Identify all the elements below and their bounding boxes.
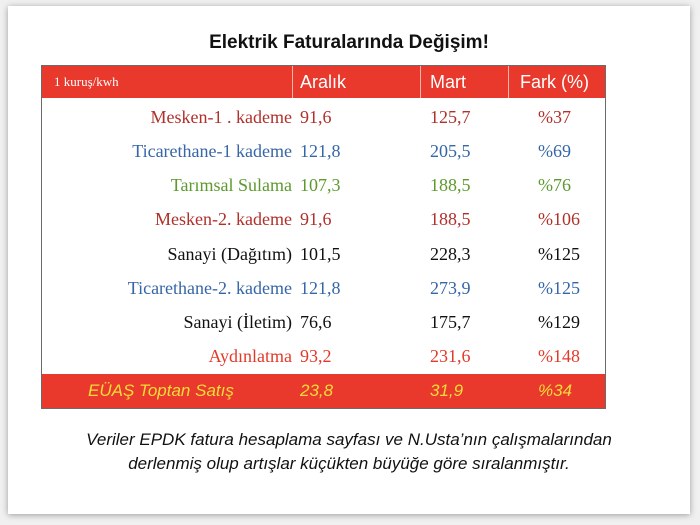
row-name: Sanayi (İletim)	[183, 312, 292, 332]
slide: Elektrik Faturalarında Değişim! 1 kuruş/…	[8, 6, 690, 514]
col-header-mart: Mart	[430, 71, 466, 92]
row-name: Mesken-2. kademe	[155, 209, 292, 230]
row-fark-value: %129	[538, 312, 580, 332]
table-row: Sanayi (Dağıtım) 101,5 228,3 %125	[42, 237, 605, 271]
page-title: Elektrik Faturalarında Değişim!	[209, 32, 489, 53]
row-mart-value: 228,3	[430, 243, 471, 264]
row-aralik-value: 76,6	[300, 312, 332, 332]
col-header-aralik: Aralık	[300, 71, 347, 92]
header-divider	[508, 66, 509, 98]
table-row: Sanayi (İletim) 76,6 175,7 %129	[42, 306, 605, 340]
table-row: Ticarethane-1 kademe 121,8 205,5 %69	[42, 134, 605, 168]
footer-mart: 31,9	[430, 381, 464, 400]
row-fark-value: %106	[538, 209, 580, 230]
row-mart-value: 188,5	[430, 209, 471, 230]
row-aralik-value: 121,8	[300, 140, 341, 161]
table-footer-row: EÜAŞ Toptan Satış 23,8 31,9 %34	[42, 374, 605, 408]
table-row: Aydınlatma 93,2 231,6 %148	[42, 340, 605, 374]
table-row: Mesken-1 . kademe 91,6 125,7 %37	[42, 100, 605, 134]
row-mart-value: 205,5	[430, 140, 471, 161]
row-fark-value: %69	[538, 140, 571, 161]
table-row: Mesken-2. kademe 91,6 188,5 %106	[42, 203, 605, 237]
row-aralik-value: 91,6	[300, 209, 332, 230]
row-name: Mesken-1 . kademe	[150, 106, 292, 127]
unit-label: 1 kuruş/kwh	[54, 74, 119, 89]
row-fark-value: %148	[538, 346, 580, 367]
row-name: Aydınlatma	[208, 346, 292, 367]
tariff-table: 1 kuruş/kwh Aralık Mart Fark (%) Mesken-…	[41, 65, 606, 409]
row-aralik-value: 107,3	[300, 175, 341, 195]
row-mart-value: 188,5	[430, 175, 471, 195]
row-fark-value: %76	[538, 175, 571, 195]
row-mart-value: 273,9	[430, 277, 471, 298]
header-divider	[292, 66, 293, 98]
row-aralik-value: 101,5	[300, 243, 341, 264]
row-aralik-value: 91,6	[300, 106, 332, 127]
row-name: Ticarethane-2. kademe	[127, 277, 292, 298]
row-mart-value: 231,6	[430, 346, 471, 367]
header-divider	[420, 66, 421, 98]
row-fark-value: %37	[538, 106, 571, 127]
row-aralik-value: 121,8	[300, 277, 341, 298]
row-name: Sanayi (Dağıtım)	[167, 243, 292, 264]
footer-fark: %34	[538, 381, 573, 400]
table-row: Tarımsal Sulama 107,3 188,5 %76	[42, 169, 605, 203]
footer-aralik: 23,8	[300, 381, 334, 400]
caption: Veriler EPDK fatura hesaplama sayfası ve…	[86, 430, 612, 473]
row-name: Ticarethane-1 kademe	[132, 140, 292, 161]
footer-name: EÜAŞ Toptan Satış	[88, 381, 234, 400]
row-mart-value: 175,7	[430, 312, 471, 332]
table-row: Ticarethane-2. kademe 121,8 273,9 %125	[42, 271, 605, 305]
row-fark-value: %125	[538, 243, 580, 264]
row-fark-value: %125	[538, 277, 580, 298]
table-header: 1 kuruş/kwh Aralık Mart Fark (%)	[42, 66, 605, 98]
row-mart-value: 125,7	[430, 106, 471, 127]
col-header-fark: Fark (%)	[520, 71, 589, 92]
row-aralik-value: 93,2	[300, 346, 332, 367]
row-name: Tarımsal Sulama	[170, 175, 292, 195]
